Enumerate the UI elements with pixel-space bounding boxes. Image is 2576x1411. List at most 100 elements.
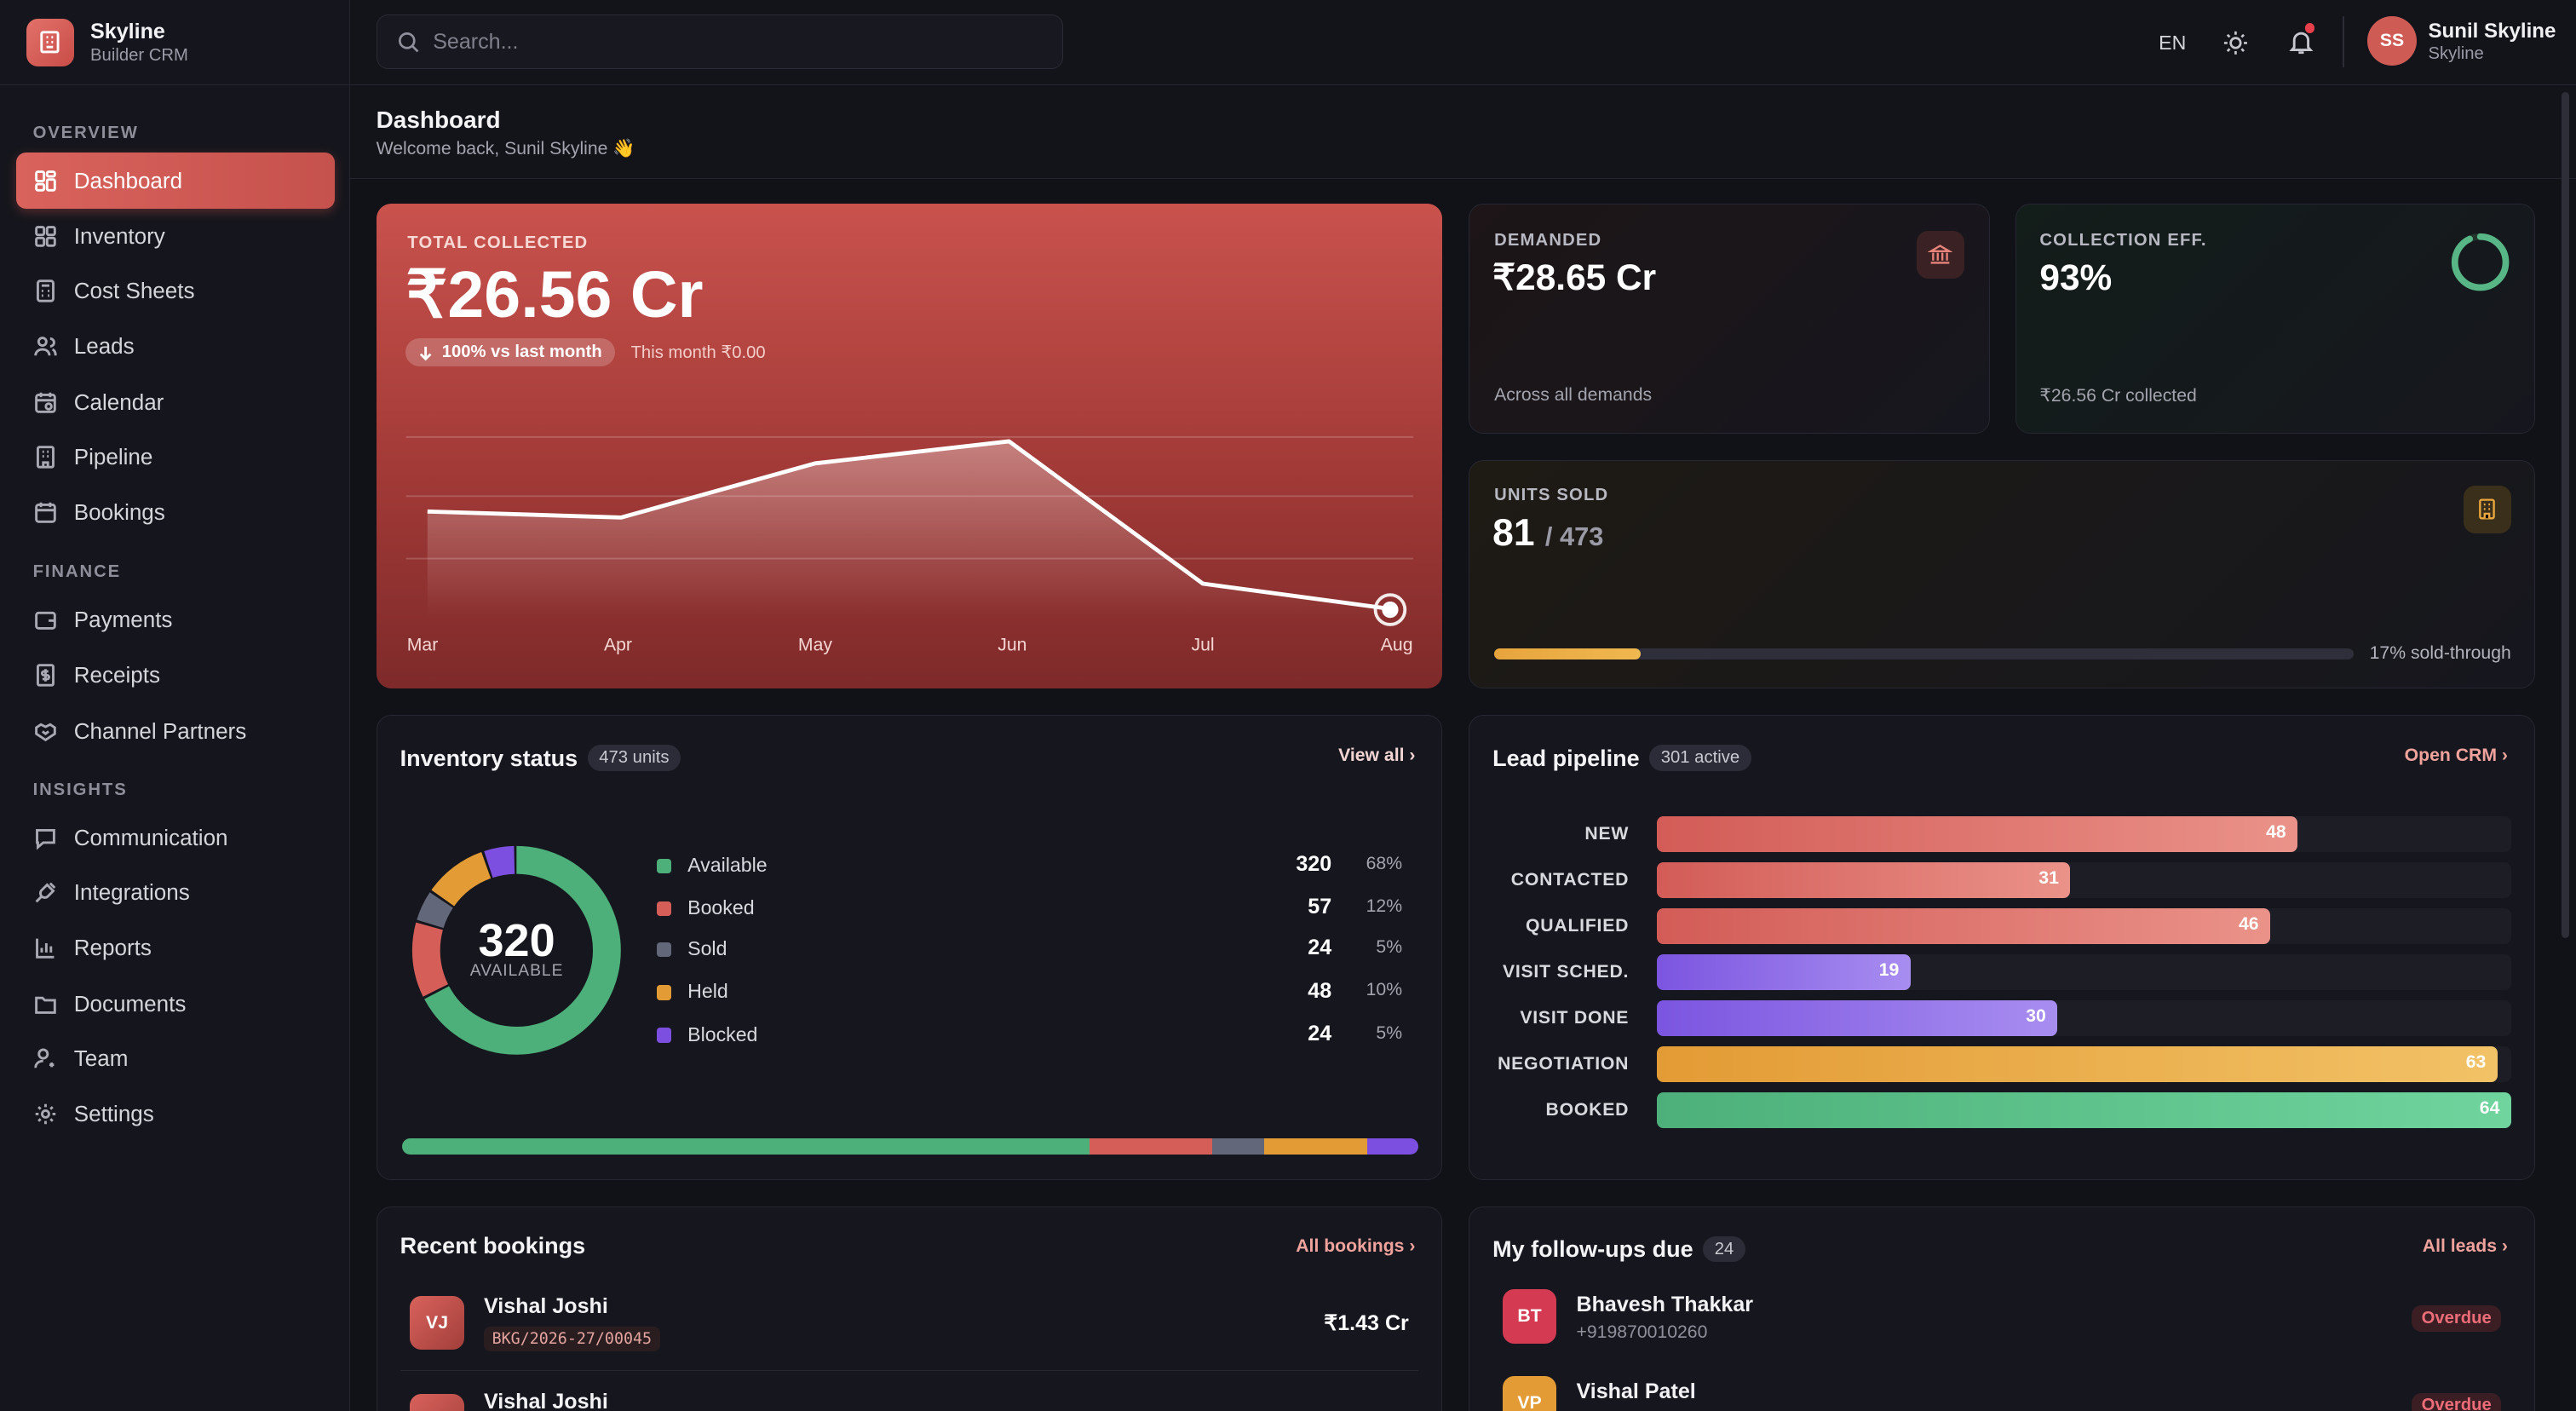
donut-slice-available[interactable]: [412, 846, 622, 1056]
sidebar-item-label: Leads: [73, 333, 135, 360]
stacked-segment-available: [401, 1137, 1090, 1155]
pipeline-row[interactable]: VISIT DONE 30: [1469, 999, 2511, 1036]
all-leads-link[interactable]: All leads ›: [2423, 1236, 2508, 1257]
x-tick-label: Jun: [998, 636, 1026, 655]
legend-swatch: [656, 1028, 671, 1043]
sidebar-item-cost-sheets[interactable]: Cost Sheets: [16, 263, 335, 320]
followup-row[interactable]: VP Vishal Patel Overdue: [1492, 1373, 2511, 1411]
legend-row[interactable]: Available 320 68%: [656, 850, 1402, 884]
pipeline-bar: 48: [1657, 815, 2298, 852]
dashboard-icon: [34, 170, 56, 192]
search-input[interactable]: Search...: [376, 14, 1063, 69]
sidebar-item-receipts[interactable]: Receipts: [16, 648, 335, 704]
open-crm-link[interactable]: Open CRM ›: [2405, 746, 2508, 766]
sidebar-item-dashboard[interactable]: Dashboard: [16, 153, 336, 209]
sidebar-item-label: Pipeline: [73, 443, 153, 469]
pipeline-stage-label: NEGOTIATION: [1498, 1054, 1630, 1074]
units-note: 17% sold-through: [2369, 643, 2511, 664]
wallet-icon: [34, 611, 56, 630]
legend-row[interactable]: Blocked 24 5%: [656, 1020, 1402, 1053]
user-name[interactable]: Sunil Skyline: [2428, 20, 2556, 43]
sidebar-item-pipeline[interactable]: Pipeline: [16, 429, 335, 485]
scrollbar[interactable]: [2561, 92, 2570, 939]
sidebar-item-calendar[interactable]: Calendar: [16, 375, 335, 431]
pipeline-row[interactable]: VISIT SCHED. 19: [1469, 953, 2511, 990]
pipeline-row[interactable]: BOOKED 64: [1469, 1091, 2511, 1128]
pipeline-track: 48: [1657, 815, 2511, 852]
language-selector[interactable]: EN: [2159, 31, 2187, 54]
brand[interactable]: Skyline Builder CRM: [0, 0, 349, 86]
sidebar-item-integrations[interactable]: Integrations: [16, 864, 335, 920]
message-icon: [35, 829, 55, 850]
building-icon: [36, 445, 55, 469]
sidebar-item-reports[interactable]: Reports: [16, 920, 335, 976]
pipeline-row[interactable]: NEW 48: [1469, 815, 2511, 852]
legend-name: Held: [687, 980, 728, 1003]
collection-area-chart: Mar Apr May Jun Jul Aug: [405, 436, 1413, 655]
inventory-count-badge: 473 units: [587, 745, 681, 771]
legend-name: Blocked: [687, 1022, 758, 1045]
lead-pipeline-card: Lead pipeline 301 active Open CRM › NEW 48…: [1469, 714, 2535, 1180]
sidebar-item-label: Bookings: [73, 499, 165, 526]
demanded-value: ₹28.65 Cr: [1492, 256, 1657, 297]
sidebar-item-payments[interactable]: Payments: [16, 591, 335, 648]
followup-row[interactable]: BT Bhavesh Thakkar +919870010260 Overdue: [1492, 1286, 2511, 1358]
pipeline-bar-value: 48: [2266, 822, 2286, 843]
bell-icon[interactable]: [2287, 23, 2315, 63]
pipeline-track: 31: [1657, 861, 2511, 898]
avatar[interactable]: SS: [2367, 16, 2417, 66]
x-tick-label: Apr: [604, 636, 632, 655]
sidebar-item-bookings[interactable]: Bookings: [16, 485, 335, 541]
legend-row[interactable]: Sold 24 5%: [656, 934, 1402, 967]
units-progress-track: [1494, 648, 2354, 660]
followups-header: My follow-ups due 24: [1492, 1233, 1745, 1264]
pipeline-stage-label: CONTACTED: [1510, 870, 1630, 890]
brand-subtitle: Builder CRM: [90, 45, 188, 65]
booking-row[interactable]: Vishal Joshi: [400, 1385, 1419, 1411]
legend-swatch: [656, 985, 671, 1000]
total-collected-card: TOTAL COLLECTED ₹26.56 Cr 100% vs last m…: [376, 204, 1443, 689]
legend-name: Booked: [687, 896, 755, 919]
legend-row[interactable]: Booked 57 12%: [656, 893, 1402, 926]
pipeline-row[interactable]: NEGOTIATION 63: [1469, 1045, 2511, 1082]
pipeline-bar: 63: [1657, 1045, 2498, 1082]
view-all-link[interactable]: View all ›: [1338, 746, 1415, 766]
pipeline-bar-value: 30: [2026, 1006, 2046, 1027]
pipeline-row[interactable]: QUALIFIED 46: [1469, 907, 2511, 944]
sun-icon[interactable]: [2222, 30, 2249, 63]
user-org: Skyline: [2428, 44, 2484, 64]
all-bookings-label: All bookings: [1296, 1236, 1405, 1257]
chevron-right-icon: ›: [1409, 1236, 1416, 1257]
last-point-ring: [1373, 593, 1406, 627]
series-line: [427, 439, 1397, 613]
x-tick-label: Jul: [1191, 636, 1214, 655]
units-label: UNITS SOLD: [1494, 485, 1609, 504]
total-value: ₹26.56 Cr: [405, 257, 704, 331]
page-title: Dashboard: [376, 107, 501, 134]
sidebar-item-channel-partners[interactable]: Channel Partners: [16, 703, 335, 759]
legend-row[interactable]: Held 48 10%: [656, 977, 1402, 1011]
donut-slice-booked[interactable]: [412, 846, 622, 1056]
legend-swatch: [656, 901, 671, 917]
last-point[interactable]: [1381, 602, 1399, 619]
sidebar-item-settings[interactable]: Settings: [16, 1086, 335, 1143]
search-placeholder: Search...: [433, 29, 519, 54]
sidebar-item-documents[interactable]: Documents: [16, 976, 335, 1033]
pipeline-bar: 19: [1657, 953, 1911, 990]
pipeline-stage-label: BOOKED: [1545, 1100, 1630, 1120]
pipeline-row[interactable]: CONTACTED 31: [1469, 861, 2511, 898]
status-badge: Overdue: [2412, 1305, 2502, 1332]
booking-row[interactable]: VJ Vishal Joshi BKG/2026-27/00045 ₹1.43 …: [400, 1286, 1419, 1372]
sidebar-item-inventory[interactable]: Inventory: [16, 209, 335, 265]
chevron-right-icon: ›: [2501, 745, 2508, 765]
brand-name: Skyline: [90, 19, 165, 43]
sidebar-item-communication[interactable]: Communication: [16, 810, 335, 867]
sidebar-item-leads[interactable]: Leads: [16, 319, 335, 375]
sidebar-item-label: Receipts: [73, 662, 160, 688]
all-leads-label: All leads: [2422, 1236, 2497, 1257]
inventory-stacked-bar: [401, 1137, 1419, 1155]
sidebar-item-team[interactable]: Team: [16, 1030, 335, 1086]
all-bookings-link[interactable]: All bookings ›: [1296, 1236, 1415, 1257]
followup-phone: +919870010260: [1576, 1322, 1708, 1342]
legend-value: 24: [1308, 1021, 1332, 1045]
